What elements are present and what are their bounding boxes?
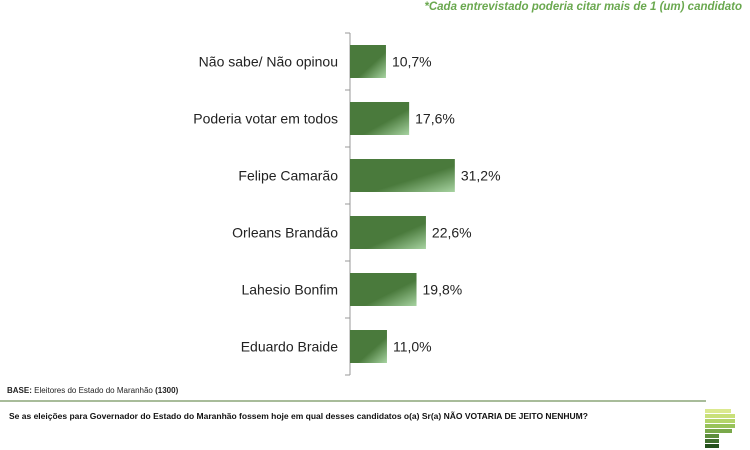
footnote: *Cada entrevistado poderia citar mais de… <box>424 1 742 13</box>
base-count: (1300) <box>155 386 179 395</box>
category-label: Orleans Brandão <box>232 225 338 241</box>
bar <box>350 216 426 249</box>
data-label: 11,0% <box>393 339 432 355</box>
data-label: 31,2% <box>461 168 501 184</box>
base-text: Eleitores do Estado do Maranhão <box>34 386 153 395</box>
category-label: Lahesio Bonfim <box>241 282 338 298</box>
category-label: Eduardo Braide <box>241 339 339 355</box>
data-label: 17,6% <box>415 111 455 127</box>
category-label: Felipe Camarão <box>238 168 338 184</box>
bar <box>350 273 417 306</box>
category-label: Não sabe/ Não opinou <box>199 54 338 70</box>
bar <box>350 102 410 135</box>
divider <box>0 400 706 402</box>
bar <box>350 159 455 192</box>
bar-chart: Não sabe/ Não opinou 10,7% Poderia votar e… <box>193 32 501 376</box>
data-label: 19,8% <box>423 282 463 298</box>
data-label: 10,7% <box>392 54 432 70</box>
bar <box>350 45 386 78</box>
survey-question: Se as eleições para Governador do Estado… <box>9 411 588 421</box>
base-note: BASE: Eleitores do Estado do Maranhão (1… <box>7 386 178 395</box>
bar <box>350 330 387 363</box>
category-label: Poderia votar em todos <box>193 111 338 127</box>
base-label: BASE: <box>7 386 32 395</box>
data-label: 22,6% <box>432 225 472 241</box>
